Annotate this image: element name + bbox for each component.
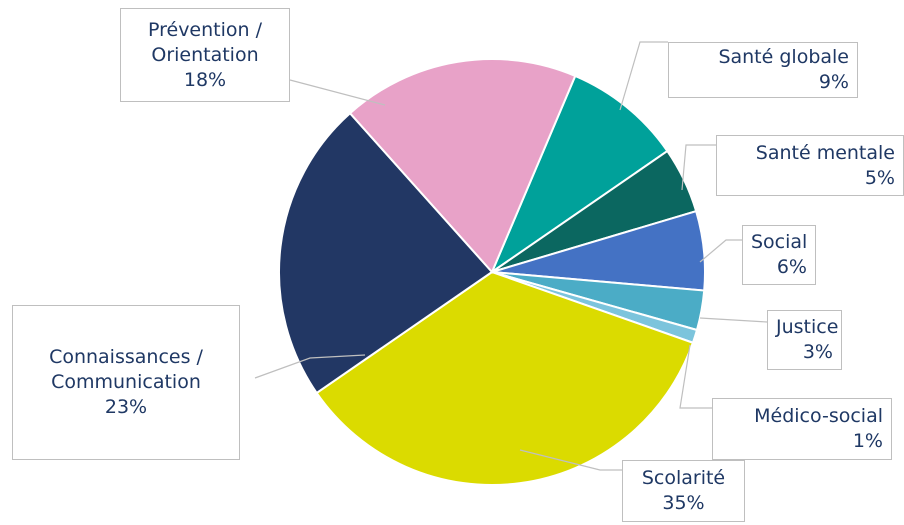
label-value: 1%	[852, 430, 883, 452]
label-value: 18%	[183, 68, 227, 91]
leader-line	[699, 317, 768, 323]
data-label: Social 6%	[742, 225, 816, 285]
data-label: Santé globale 9%	[668, 42, 858, 98]
data-label: Justice 3%	[767, 310, 842, 370]
label-name: Santé globale	[718, 46, 849, 68]
leader-lines	[254, 41, 768, 471]
label-value: 6%	[776, 256, 807, 278]
label-value: 9%	[818, 71, 849, 93]
slices	[278, 58, 706, 486]
label-value: 35%	[662, 492, 705, 514]
leader-line	[519, 449, 622, 471]
data-label: Santé mentale 5%	[716, 135, 904, 196]
label-name: Scolarité	[641, 467, 726, 489]
data-label: Médico-social 1%	[712, 398, 892, 460]
leader-line	[289, 79, 386, 106]
slice	[489, 74, 669, 275]
label-name: Justice	[776, 316, 839, 338]
data-label: Connaissances / Communication 23%	[12, 305, 240, 460]
label-value: 3%	[802, 341, 833, 363]
leader-line	[699, 239, 742, 263]
leader-line	[619, 41, 668, 111]
label-name: Connaissances / Communication	[49, 346, 203, 393]
slice	[348, 58, 577, 274]
data-label: Scolarité 35%	[622, 460, 745, 522]
label-value: 5%	[864, 166, 895, 189]
leader-line	[254, 354, 366, 379]
label-name: Santé mentale	[755, 141, 895, 164]
label-name: Social	[751, 231, 808, 253]
leader-line	[679, 344, 712, 409]
slice	[315, 270, 695, 486]
label-name: Prévention / Orientation	[147, 18, 263, 66]
data-label: Prévention / Orientation 18%	[120, 8, 290, 102]
label-value: 23%	[104, 396, 148, 418]
leader-line	[681, 144, 716, 191]
label-name: Médico-social	[754, 405, 883, 427]
